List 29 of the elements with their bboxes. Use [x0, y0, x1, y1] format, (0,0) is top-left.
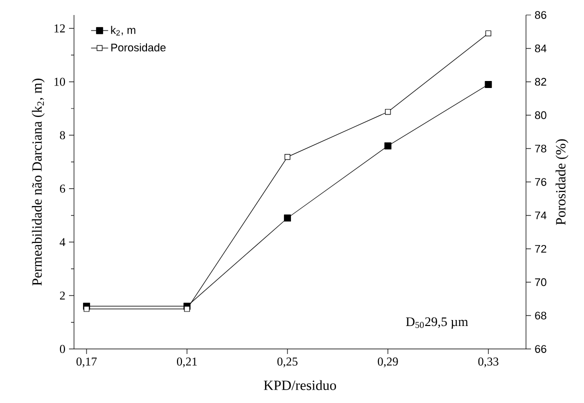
y-tick-label: 8 — [60, 131, 66, 140]
y-tick-label: 4 — [60, 238, 66, 246]
y-tick-label: 12 — [54, 24, 65, 32]
y2-tick-label: 70 — [535, 278, 546, 286]
x-tick-label: 0,33 — [478, 358, 498, 368]
y2-tick-label: 78 — [535, 144, 546, 152]
y2-tick-label: 74 — [535, 212, 546, 220]
legend-label: k$_{2}$, m — [111, 26, 136, 36]
y2-tick-label: 66 — [535, 345, 546, 353]
annotation: D$_{50}$29,5 µm — [406, 317, 468, 329]
y2-tick-label: 86 — [535, 11, 546, 19]
y2-axis-title: Porosidade (%) — [556, 139, 568, 225]
x-tick-label: 0,25 — [277, 358, 298, 368]
y-tick-label: 10 — [54, 78, 66, 86]
y2-tick-label: 82 — [535, 78, 546, 86]
y-tick-label: 6 — [60, 184, 66, 193]
y-tick-label: 0 — [60, 344, 66, 354]
y2-tick-label: 84 — [535, 44, 546, 52]
x-tick-label: 0,17 — [76, 358, 97, 368]
x-tick-label: 0,29 — [378, 358, 398, 368]
y-axis-title: Permeabilidade não Darciana (k$_{2}$, m) — [32, 78, 45, 286]
y2-tick-label: 76 — [535, 178, 546, 186]
y-tick-label: 2 — [60, 292, 65, 300]
y2-tick-label: 72 — [535, 244, 546, 253]
legend-label: Porosidade — [111, 43, 166, 52]
y2-tick-label: 80 — [535, 111, 546, 120]
x-tick-label: 0,21 — [176, 358, 197, 368]
x-axis-title: KPD/residuo — [264, 380, 336, 390]
y2-tick-label: 68 — [535, 312, 546, 320]
